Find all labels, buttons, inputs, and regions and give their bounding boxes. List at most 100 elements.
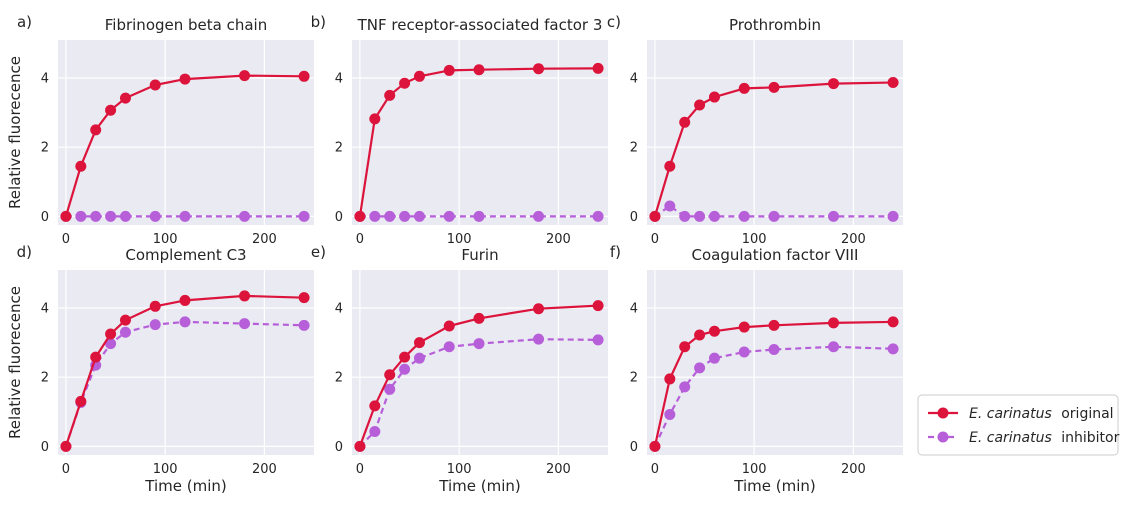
- legend-label-original: original: [1061, 406, 1113, 422]
- data-point-original: [90, 351, 102, 363]
- data-point-original: [354, 440, 366, 452]
- data-point-inhibitor: [399, 363, 411, 375]
- data-point-original: [298, 70, 310, 82]
- data-point-inhibitor: [679, 381, 691, 393]
- data-point-inhibitor: [298, 210, 310, 222]
- data-point-inhibitor: [413, 210, 425, 222]
- panel-title: Furin: [461, 246, 498, 264]
- panel-b: 0 2 4 0 100 200 TNF receptor-associated factor…: [311, 13, 608, 247]
- legend-marker-inhibitor: [937, 431, 949, 443]
- data-point-original: [679, 341, 691, 353]
- data-point-original: [533, 63, 545, 75]
- legend-label-inhibitor: inhibitor: [1061, 430, 1119, 446]
- data-point-original: [179, 294, 191, 306]
- data-point-inhibitor: [369, 425, 381, 437]
- x-tick-label: 0: [651, 462, 659, 477]
- data-point-inhibitor: [473, 338, 485, 350]
- plot-area: [58, 40, 314, 225]
- y-tick-label: 2: [630, 141, 638, 156]
- x-axis-label: Time (min): [733, 477, 815, 495]
- data-point-inhibitor: [887, 210, 899, 222]
- series-line-inhibitor: [654, 204, 894, 218]
- x-tick-label: 100: [153, 232, 178, 247]
- data-point-inhibitor: [298, 319, 310, 331]
- y-tick-label: 0: [335, 440, 343, 455]
- data-point-original: [887, 316, 899, 328]
- panel-title: Prothrombin: [729, 16, 821, 34]
- data-point-inhibitor: [149, 210, 161, 222]
- data-point-original: [649, 440, 661, 452]
- data-point-inhibitor: [149, 319, 161, 331]
- data-point-original: [354, 210, 366, 222]
- y-tick-label: 2: [41, 141, 49, 156]
- data-point-original: [708, 91, 720, 103]
- x-axis-label: Time (min): [438, 477, 520, 495]
- x-tick-label: 200: [841, 232, 866, 247]
- data-point-original: [738, 321, 750, 333]
- plot-area: [352, 270, 608, 455]
- data-point-original: [384, 369, 396, 381]
- x-tick-label: 200: [546, 462, 571, 477]
- data-point-inhibitor: [664, 200, 676, 212]
- data-point-original: [75, 160, 87, 172]
- data-point-original: [738, 82, 750, 94]
- data-point-inhibitor: [384, 210, 396, 222]
- data-point-inhibitor: [664, 409, 676, 421]
- data-point-original: [179, 73, 191, 85]
- x-axis-label: Time (min): [144, 477, 226, 495]
- panel-a: 0 2 4 0 100 200 Fibrinogen beta chain a) Relativ…: [6, 13, 314, 247]
- legend-text-original: E. carinatus original: [969, 406, 1114, 422]
- data-point-original: [887, 77, 899, 89]
- y-tick-label: 0: [630, 440, 638, 455]
- data-point-inhibitor: [533, 333, 545, 345]
- data-point-inhibitor: [592, 210, 604, 222]
- data-point-original: [413, 70, 425, 82]
- data-point-inhibitor: [738, 346, 750, 358]
- data-point-original: [60, 440, 72, 452]
- legend-entry-original: E. carinatus original: [928, 406, 1114, 422]
- panel-letter: f): [610, 243, 621, 261]
- data-point-inhibitor: [90, 210, 102, 222]
- x-tick-label: 0: [62, 462, 70, 477]
- data-point-original: [768, 81, 780, 93]
- panel-title: Coagulation factor VIII: [692, 246, 859, 264]
- data-point-original: [708, 325, 720, 337]
- y-tick-label: 2: [630, 371, 638, 386]
- data-point-inhibitor: [533, 210, 545, 222]
- panel-d: 0 2 4 0 100 200 Complement C3 d) Time (min) Relat…: [6, 243, 314, 495]
- y-tick-label: 4: [630, 302, 638, 317]
- data-point-original: [592, 62, 604, 74]
- panel-c: 0 2 4 0 100 200 Prothrombin c): [607, 13, 903, 247]
- data-point-original: [664, 373, 676, 385]
- legend-text-inhibitor: E. carinatus inhibitor: [969, 430, 1120, 446]
- data-point-inhibitor: [768, 344, 780, 356]
- data-point-original: [239, 70, 251, 82]
- data-point-inhibitor: [443, 341, 455, 353]
- data-point-inhibitor: [443, 210, 455, 222]
- data-point-inhibitor: [828, 210, 840, 222]
- data-point-original: [369, 113, 381, 125]
- legend-marker-original: [937, 407, 949, 419]
- data-point-inhibitor: [239, 318, 251, 330]
- data-point-original: [119, 92, 131, 104]
- y-axis-label: Relative fluorecence: [6, 286, 24, 439]
- data-point-original: [149, 79, 161, 91]
- legend-species-original: E. carinatus: [969, 406, 1052, 422]
- y-tick-label: 4: [630, 72, 638, 87]
- series-line-inhibitor: [359, 338, 599, 448]
- legend-frame: [917, 394, 1119, 456]
- data-point-inhibitor: [105, 210, 117, 222]
- data-point-inhibitor: [708, 210, 720, 222]
- data-point-original: [473, 312, 485, 324]
- panel-f: 0 2 4 0 100 200 Coagulation factor VIII f) Time …: [610, 243, 903, 495]
- legend: E. carinatus original E. carinatus inhib…: [917, 394, 1120, 456]
- panel-letter: e): [311, 243, 326, 261]
- data-point-original: [694, 329, 706, 341]
- data-point-inhibitor: [828, 341, 840, 353]
- data-point-original: [473, 64, 485, 76]
- x-tick-label: 0: [651, 232, 659, 247]
- data-point-inhibitor: [179, 210, 191, 222]
- y-tick-label: 4: [41, 72, 49, 87]
